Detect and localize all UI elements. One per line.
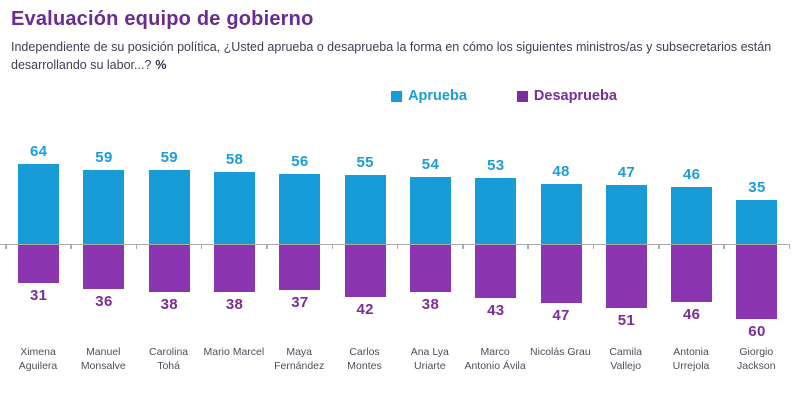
category-label: Marco Antonio Ávila	[464, 346, 526, 372]
category-label: Nicolás Grau	[530, 346, 591, 358]
legend-label-desaprueba: Desaprueba	[533, 88, 617, 104]
survey-question-text: Independiente de su posición política, ¿…	[11, 40, 772, 73]
chart-column: 56 37 Maya Fernández	[267, 132, 332, 414]
legend-item-desaprueba: Desaprueba	[516, 88, 617, 104]
x-axis-line	[0, 243, 790, 245]
x-axis-tick	[788, 243, 791, 249]
aprueba-value-label: 53	[487, 156, 505, 174]
desaprueba-bar	[736, 244, 778, 319]
aprueba-value-label: 55	[356, 154, 374, 172]
x-axis-tick	[135, 243, 138, 249]
category-label: Ana Lya Uriarte	[410, 346, 449, 372]
x-axis-tick	[462, 243, 464, 249]
desaprueba-swatch-icon	[516, 90, 528, 102]
aprueba-value-label: 58	[225, 150, 244, 168]
desaprueba-bar	[540, 244, 582, 303]
legend-item-aprueba: Aprueba	[391, 88, 467, 104]
chart-column: 59 36 Manuel Monsalve	[71, 132, 136, 414]
aprueba-value-label: 48	[552, 163, 570, 180]
aprueba-bar	[214, 171, 256, 244]
chart-column: 58 38 Mario Marcel	[202, 132, 267, 414]
category-label: Manuel Monsalve	[80, 346, 126, 372]
category-label: Carolina Tohá	[149, 346, 189, 372]
desaprueba-value-label: 38	[225, 295, 244, 313]
x-axis-tick	[723, 243, 725, 249]
x-axis-tick	[527, 243, 529, 249]
survey-question-unit: %	[155, 58, 167, 73]
aprueba-bar	[736, 200, 778, 244]
x-axis-tick	[70, 243, 72, 249]
aprueba-bar	[605, 185, 647, 244]
desaprueba-value-label: 31	[30, 286, 48, 304]
category-label: Ximena Aguilera	[18, 346, 58, 372]
desaprueba-value-label: 38	[421, 295, 440, 313]
survey-question: Independiente de su posición política, ¿…	[11, 38, 773, 74]
chart-column: 55 42 Carlos Montes	[333, 132, 398, 414]
aprueba-bar	[83, 170, 125, 244]
aprueba-swatch-icon	[391, 90, 403, 102]
desaprueba-value-label: 43	[487, 301, 505, 319]
category-label: Carlos Montes	[347, 346, 382, 372]
desaprueba-bar	[475, 244, 517, 298]
x-axis-tick	[658, 243, 660, 249]
desaprueba-bar	[605, 244, 647, 308]
desaprueba-value-label: 42	[356, 300, 374, 318]
desaprueba-bar	[344, 244, 386, 297]
desaprueba-value-label: 37	[291, 294, 309, 312]
desaprueba-value-label: 47	[552, 306, 570, 324]
desaprueba-bar	[18, 244, 60, 283]
chart-column: 35 60 Giorgio Jackson	[724, 132, 789, 414]
chart-column: 46 46 Antonia Urrejola	[659, 132, 724, 414]
chart-legend: Aprueba Desaprueba	[0, 88, 800, 104]
chart-column: 54 38 Ana Lya Uriarte	[398, 132, 463, 414]
desaprueba-bar	[83, 244, 125, 289]
legend-label-aprueba: Aprueba	[408, 88, 467, 104]
aprueba-value-label: 47	[617, 164, 635, 182]
chart-column: 47 51 Camila Vallejo	[594, 132, 659, 414]
aprueba-bar	[671, 186, 713, 244]
chart-column: 64 31 Ximena Aguilera	[6, 132, 71, 414]
aprueba-value-label: 64	[30, 143, 48, 160]
aprueba-bar	[148, 170, 190, 244]
category-label: Camila Vallejo	[609, 346, 643, 372]
desaprueba-bar	[409, 244, 451, 292]
x-axis-tick	[5, 243, 7, 249]
desaprueba-value-label: 51	[617, 311, 635, 329]
aprueba-value-label: 59	[95, 149, 113, 167]
desaprueba-bar	[214, 244, 256, 292]
category-label: Mario Marcel	[203, 346, 265, 358]
x-axis-tick	[396, 243, 399, 249]
desaprueba-value-label: 36	[95, 293, 113, 310]
aprueba-value-label: 54	[421, 155, 440, 173]
aprueba-bar	[540, 184, 582, 244]
aprueba-value-label: 59	[160, 149, 178, 167]
x-axis-tick	[331, 243, 333, 249]
x-axis-tick	[592, 243, 595, 249]
category-label: Antonia Urrejola	[672, 346, 710, 372]
chart-column: 59 38 Carolina Tohá	[137, 132, 202, 414]
desaprueba-value-label: 60	[748, 323, 766, 340]
aprueba-bar	[409, 176, 451, 244]
desaprueba-value-label: 46	[683, 305, 701, 323]
page-title: Evaluación equipo de gobierno	[11, 8, 314, 30]
chart-column: 53 43 Marco Antonio Ávila	[463, 132, 528, 414]
category-label: Maya Fernández	[274, 346, 325, 372]
aprueba-bar	[18, 164, 60, 244]
desaprueba-bar	[671, 244, 713, 302]
desaprueba-bar	[148, 244, 190, 292]
aprueba-bar	[475, 177, 517, 244]
desaprueba-bar	[279, 244, 321, 291]
bar-chart: 64 31 Ximena Aguilera 59 36 Manuel Monsalve 59…	[0, 132, 800, 414]
desaprueba-value-label: 38	[160, 295, 178, 313]
chart-column: 48 47 Nicolás Grau	[528, 132, 593, 414]
category-label: Giorgio Jackson	[737, 346, 776, 372]
aprueba-value-label: 46	[683, 165, 701, 183]
aprueba-bar	[344, 175, 386, 244]
x-axis-tick	[200, 243, 203, 249]
aprueba-value-label: 56	[291, 153, 309, 170]
aprueba-bar	[279, 174, 321, 244]
aprueba-value-label: 35	[748, 179, 766, 197]
x-axis-tick	[266, 243, 268, 249]
